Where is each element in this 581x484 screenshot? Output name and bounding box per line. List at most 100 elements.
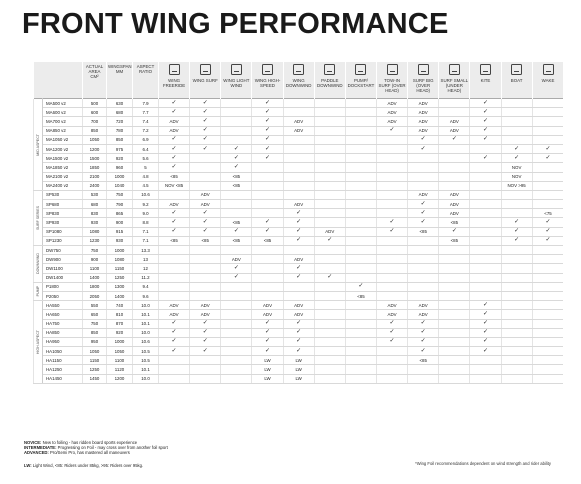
column-label: WINGSPAN MM	[108, 64, 132, 74]
table-cell	[157, 273, 190, 283]
table-cell	[157, 374, 190, 384]
table-cell	[531, 107, 564, 118]
table-cell: ✓	[407, 337, 439, 348]
table-cell: 11.2	[132, 273, 159, 283]
note-text: Progressing on Foil - may cross over fro…	[57, 445, 168, 451]
table-cell	[438, 254, 470, 265]
table-cell: ✓	[407, 144, 439, 155]
table-cell	[500, 189, 533, 201]
table-cell: 6.9	[132, 135, 159, 145]
note-text: Pro/Semi Pro, has mastered all maneuvers	[50, 450, 130, 456]
table-cell	[251, 244, 284, 256]
table-cell	[438, 144, 470, 155]
group-label: HIGH ASPECT	[35, 329, 40, 355]
column-header: TOW-IN SURF (OVER HEAD)	[375, 62, 408, 99]
table-cell	[313, 355, 346, 366]
table-cell: 10.5	[132, 346, 159, 357]
table-cell: 10.0	[132, 328, 159, 338]
table-cell: ✓	[251, 337, 284, 348]
table-cell	[531, 273, 564, 283]
table-cell: 4.8	[132, 172, 159, 182]
table-cell: 650	[82, 309, 107, 320]
table-cell: 870	[106, 319, 133, 329]
table-cell: <85	[251, 236, 284, 247]
table-cell: ✓	[157, 144, 190, 155]
table-cell: ✓	[375, 337, 408, 348]
table-cell: ✓	[157, 162, 190, 173]
table-cell: 1300	[106, 281, 133, 292]
table-cell	[344, 337, 377, 348]
table-cell: ADV	[407, 107, 439, 118]
table-cell	[344, 355, 377, 366]
table-cell: 10.1	[132, 309, 159, 320]
table-cell: ✓	[251, 126, 284, 136]
table-cell	[313, 116, 346, 127]
table-cell	[500, 355, 533, 366]
table-cell: ✓	[251, 135, 284, 145]
table-cell: ✓	[407, 199, 439, 210]
table-cell: ADV	[157, 126, 190, 136]
table-cell: ✓	[251, 217, 284, 228]
table-cell: ✓	[251, 153, 284, 164]
table-cell: 1200	[106, 374, 133, 384]
table-cell: 9.4	[132, 281, 159, 292]
table-cell	[344, 374, 377, 384]
table-cell	[313, 189, 346, 201]
model-name: MA1850 v2	[42, 162, 83, 173]
table-cell	[375, 273, 408, 283]
table-cell	[531, 300, 564, 311]
table-cell	[220, 319, 252, 329]
group-label: DOWNWIND	[35, 253, 40, 275]
table-cell: 850	[106, 135, 133, 145]
group-cell: PUMP	[33, 281, 43, 302]
column-label: WING LIGHT WIND	[223, 78, 250, 88]
table-cell	[500, 244, 533, 256]
model-name: MA850 v2	[42, 126, 83, 136]
table-cell: ADV	[375, 97, 408, 109]
table-cell: <85	[438, 217, 470, 228]
table-cell: 830	[82, 208, 107, 219]
table-cell: ADV	[157, 300, 190, 311]
table-cell	[469, 244, 502, 256]
table-cell	[157, 355, 190, 366]
column-icon	[448, 64, 460, 75]
model-name: MA600 v2	[42, 107, 83, 118]
table-cell: 960	[106, 162, 133, 173]
table-cell	[375, 374, 408, 384]
table-cell	[469, 364, 502, 375]
table-cell	[407, 181, 439, 191]
table-cell: ✓	[282, 208, 315, 219]
table-cell: ✓	[438, 227, 470, 237]
table-cell: 790	[106, 199, 133, 210]
table-cell	[469, 291, 502, 302]
column-label: WING HIGH-SPEED	[254, 78, 281, 88]
table-cell	[220, 208, 252, 219]
table-cell: 2050	[82, 291, 107, 302]
table-cell	[189, 374, 221, 384]
table-cell	[282, 144, 315, 155]
table-cell	[282, 181, 315, 191]
table-cell: ADV	[438, 189, 470, 201]
table-row: SP1080 1080 915 7.1 ✓ ✓ ✓ ✓ ✓ ADV ✓ <85 ✓ ✓ ✓	[34, 227, 564, 237]
table-cell	[500, 273, 533, 283]
table-cell: ✓	[500, 217, 533, 228]
table-cell: ✓	[189, 346, 221, 357]
table-cell	[189, 153, 221, 164]
table-cell	[531, 254, 564, 265]
table-cell: ✓	[189, 135, 221, 145]
table-cell: LW	[251, 374, 284, 384]
table-cell	[531, 172, 564, 182]
table-cell: ADV	[282, 254, 315, 265]
group-cell: SURF SERIES	[33, 189, 43, 247]
table-cell	[251, 189, 284, 201]
table-cell: ADV	[438, 199, 470, 210]
table-cell: 10.0	[132, 300, 159, 311]
table-cell: ✓	[407, 346, 439, 357]
table-cell: ✓	[282, 337, 315, 348]
table-cell: 1400	[106, 291, 133, 302]
table-cell	[313, 135, 346, 145]
table-cell: ADV	[407, 97, 439, 109]
table-cell: 1150	[82, 355, 107, 366]
table-cell	[500, 319, 533, 329]
table-cell: ADV	[282, 300, 315, 311]
